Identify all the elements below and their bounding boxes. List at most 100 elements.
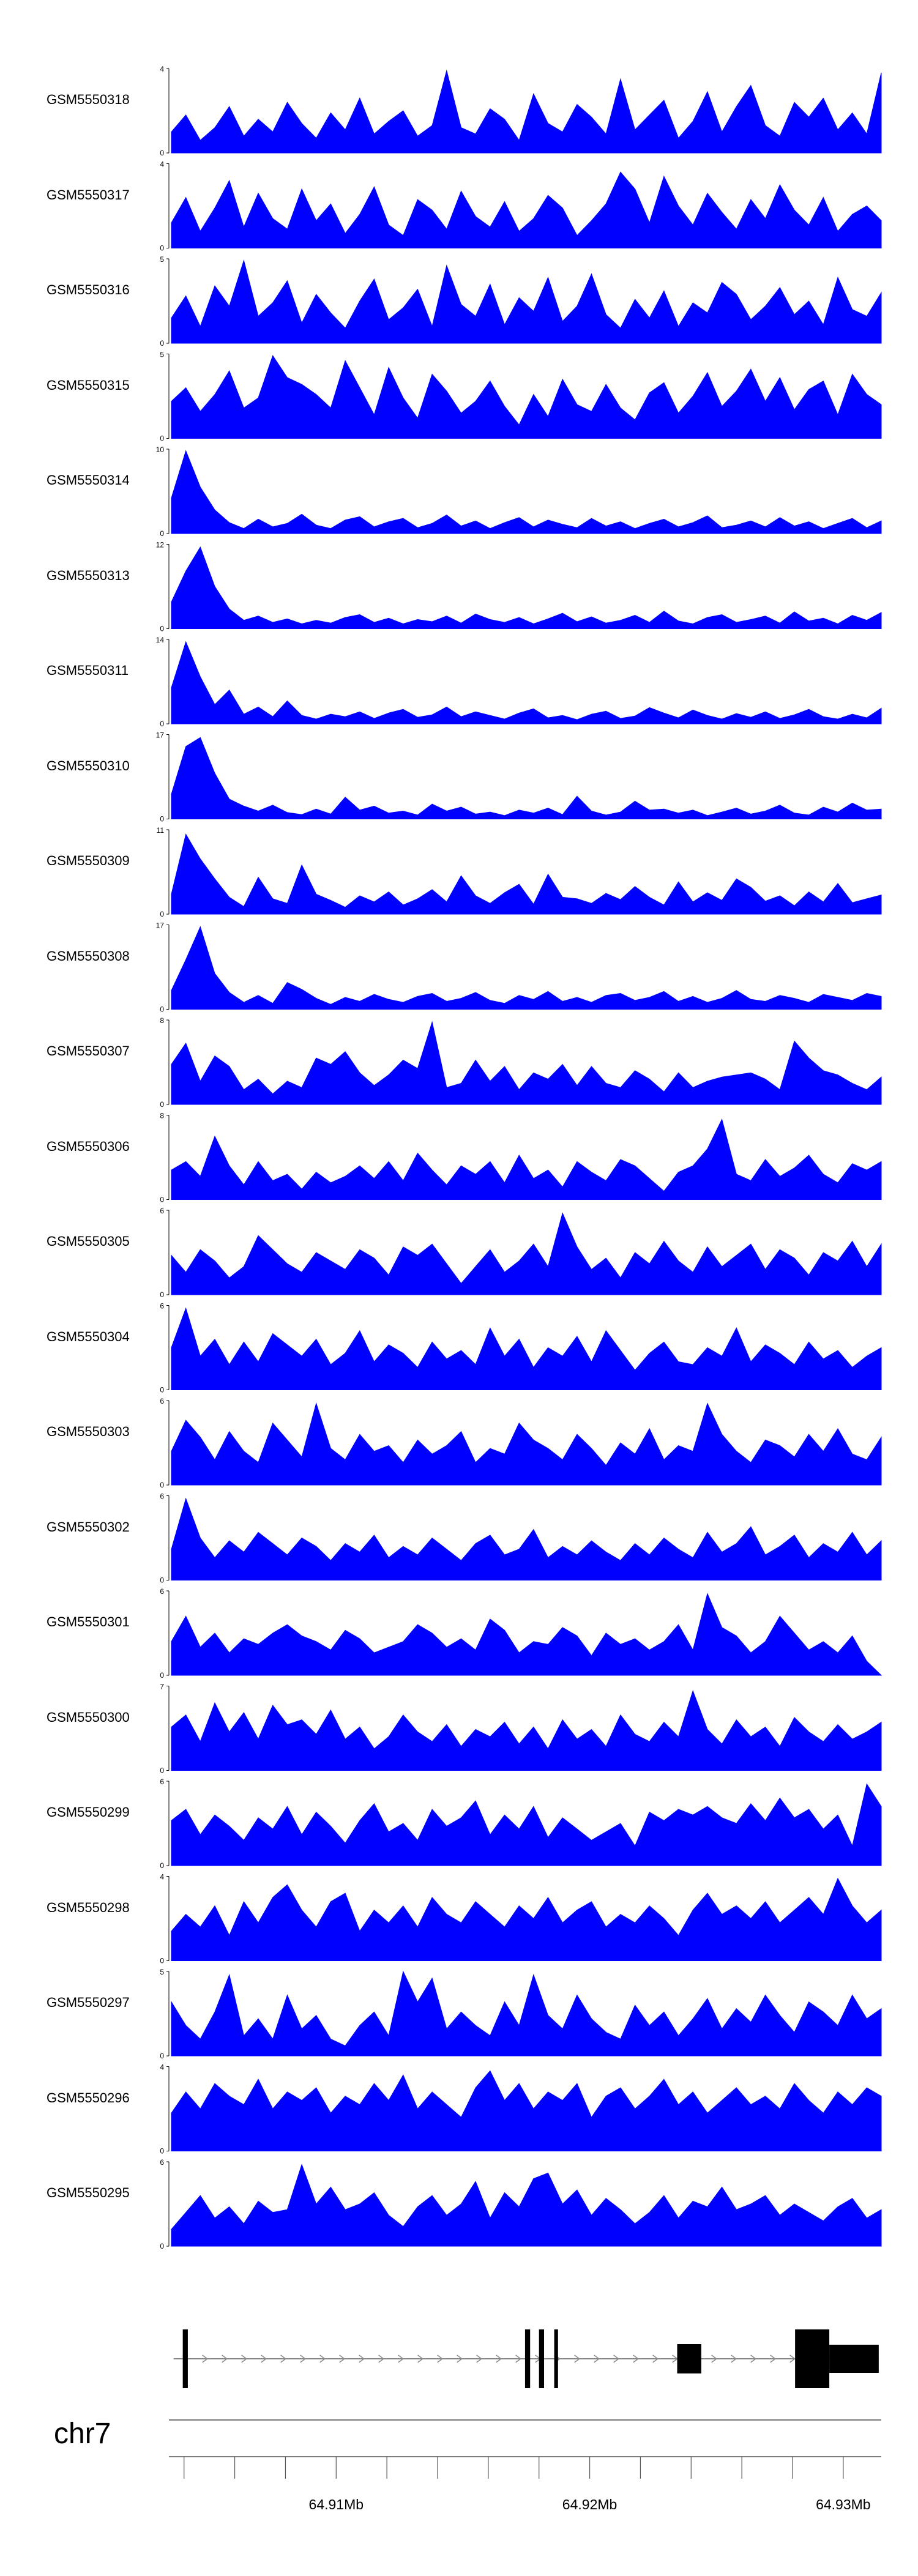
strand-arrow	[319, 2355, 326, 2363]
coverage-area	[171, 1970, 882, 2057]
track-ymax-label: 11	[157, 826, 165, 835]
gene-exon	[795, 2329, 830, 2388]
track-ymax-label: 6	[160, 1587, 164, 1596]
track-GSM5550310: 17 0	[156, 731, 882, 824]
track-label: GSM5550311	[47, 663, 129, 678]
track-GSM5550318: 40	[160, 65, 882, 157]
strand-arrow	[515, 2355, 521, 2363]
track-ymin-label: 0	[160, 2147, 164, 2156]
track-label: GSM5550313	[47, 567, 130, 583]
track-GSM5550313: 12 0	[156, 541, 882, 633]
track-GSM5550295: 60	[160, 2158, 882, 2250]
coverage-area	[171, 1593, 883, 1676]
strand-arrow	[652, 2355, 659, 2363]
genomic-tick-label: 64.92Mb	[562, 2496, 618, 2512]
track-ymax-label: 17	[156, 921, 165, 930]
track-ymin-label: 0	[160, 815, 164, 824]
track-ymax-label: 7	[160, 1683, 164, 1691]
track-ymax-label: 6	[160, 1302, 164, 1311]
track-ymin-label: 0	[160, 1957, 164, 1965]
track-ymax-label: 12	[156, 541, 165, 549]
track-ymin-label: 0	[160, 529, 164, 538]
track-ymax-label: 6	[160, 2158, 164, 2167]
track-ymin-label: 0	[160, 1576, 164, 1585]
coverage-area	[171, 737, 882, 819]
strand-arrow	[613, 2355, 619, 2363]
track-label: GSM5550295	[47, 2185, 130, 2200]
gene-exon	[539, 2329, 544, 2388]
strand-arrow	[300, 2355, 306, 2363]
strand-arrow	[750, 2355, 756, 2363]
track-ymin-label: 0	[160, 910, 164, 918]
track-GSM5550303: 60	[160, 1397, 882, 1489]
track-GSM5550296: 40	[160, 2063, 882, 2156]
track-GSM5550315: 50	[160, 351, 882, 443]
track-label: GSM5550318	[47, 92, 130, 107]
track-ymin-label: 0	[160, 149, 164, 157]
track-GSM5550316: 50	[160, 255, 882, 348]
genomic-tick-label: 64.93Mb	[816, 2496, 871, 2512]
coverage-area	[171, 355, 882, 439]
strand-arrow	[202, 2355, 208, 2363]
track-ymin-label: 0	[160, 2242, 164, 2250]
coverage-area	[171, 1021, 882, 1105]
track-ymax-label: 6	[160, 1778, 164, 1786]
track-ymax-label: 10	[156, 445, 165, 454]
track-label: GSM5550296	[47, 2090, 130, 2105]
track-label: GSM5550304	[47, 1328, 130, 1344]
strand-arrow	[398, 2355, 404, 2363]
track-GSM5550304: 60	[160, 1302, 882, 1394]
track-label: GSM5550314	[47, 472, 130, 488]
track-GSM5550297: 50	[160, 1968, 882, 2060]
track-ymin-label: 0	[160, 1766, 164, 1775]
track-ymin-label: 0	[160, 434, 164, 443]
gene-exon	[677, 2344, 701, 2373]
strand-arrow	[789, 2355, 796, 2363]
coverage-area	[171, 641, 882, 724]
coverage-area	[171, 171, 882, 248]
strand-arrow	[476, 2355, 482, 2363]
track-label: GSM5550306	[47, 1138, 130, 1154]
track-ymin-label: 0	[160, 1386, 164, 1394]
track-ymax-label: 4	[160, 160, 164, 169]
coverage-area	[171, 1212, 882, 1295]
track-ymin-label: 0	[160, 1290, 164, 1299]
strand-arrow	[731, 2355, 737, 2363]
track-ymin-label: 0	[160, 339, 164, 348]
strand-arrow	[378, 2355, 384, 2363]
track-label: GSM5550308	[47, 948, 130, 964]
track-label: GSM5550316	[47, 282, 130, 297]
track-GSM5550308: 17 0	[156, 921, 882, 1014]
track-label: GSM5550303	[47, 1424, 130, 1439]
track-label: GSM5550317	[47, 187, 130, 203]
track-ymin-label: 0	[160, 1671, 164, 1680]
track-ymax-label: 4	[160, 65, 164, 73]
coverage-area	[171, 450, 882, 534]
genomic-tick-label: 64.91Mb	[308, 2496, 364, 2512]
track-GSM5550298: 40	[160, 1873, 882, 1965]
track-ymax-label: 4	[160, 1873, 164, 1882]
track-ymin-label: 0	[160, 1861, 164, 1870]
track-label: GSM5550300	[47, 1709, 130, 1725]
track-GSM5550317: 40	[160, 160, 882, 253]
track-ymin-label: 0	[160, 2052, 164, 2060]
track-ymax-label: 5	[160, 1968, 164, 1976]
gene-utr	[182, 2329, 188, 2388]
track-label: GSM5550298	[47, 1899, 130, 1915]
track-GSM5550299: 60	[160, 1778, 882, 1870]
track-label: GSM5550305	[47, 1234, 130, 1249]
coverage-area	[171, 926, 882, 1010]
strand-arrow	[496, 2355, 502, 2363]
coverage-area	[171, 69, 882, 154]
track-GSM5550306: 80	[160, 1112, 882, 1204]
track-label: GSM5550297	[47, 1995, 130, 2010]
track-label: GSM5550310	[47, 758, 130, 773]
strand-arrow	[457, 2355, 463, 2363]
track-ymin-label: 0	[160, 1100, 164, 1109]
coverage-area	[171, 1497, 882, 1580]
track-label: GSM5550307	[47, 1043, 130, 1059]
strand-arrow	[633, 2355, 639, 2363]
track-label: GSM5550315	[47, 377, 130, 393]
strand-arrow	[241, 2355, 247, 2363]
